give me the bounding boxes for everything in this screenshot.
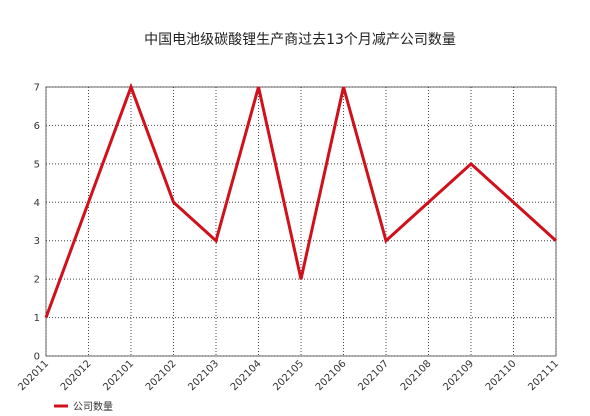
plot-frame <box>45 86 557 357</box>
y-tick-label: 6 <box>34 121 40 132</box>
x-tick-label: 202110 <box>484 358 519 393</box>
x-tick-label: 202105 <box>271 358 306 393</box>
y-tick-label: 3 <box>34 236 40 247</box>
x-tick-label: 202012 <box>59 358 94 393</box>
y-tick-label: 4 <box>34 198 40 209</box>
x-tick-label: 202011 <box>16 358 51 393</box>
chart-title: 中国电池级碳酸锂生产商过去13个月减产公司数量 <box>144 32 456 48</box>
x-tick-label: 202111 <box>526 358 561 393</box>
x-tick-label: 202103 <box>186 358 221 393</box>
y-tick-label: 2 <box>34 275 40 286</box>
x-tick-label: 202106 <box>314 358 349 393</box>
y-tick-label: 7 <box>34 83 40 94</box>
legend-label: 公司数量 <box>73 400 113 413</box>
y-tick-label: 5 <box>34 159 40 170</box>
y-tick-label: 1 <box>34 313 40 324</box>
x-tick-label: 202107 <box>356 358 391 393</box>
x-tick-label: 202102 <box>144 358 179 393</box>
x-tick-label: 202108 <box>399 358 434 393</box>
x-tick-label: 202101 <box>101 358 136 393</box>
y-tick-label: 0 <box>34 352 40 363</box>
x-tick-label: 202109 <box>441 358 476 393</box>
line-series <box>44 82 558 319</box>
x-tick-label: 202104 <box>229 358 264 393</box>
